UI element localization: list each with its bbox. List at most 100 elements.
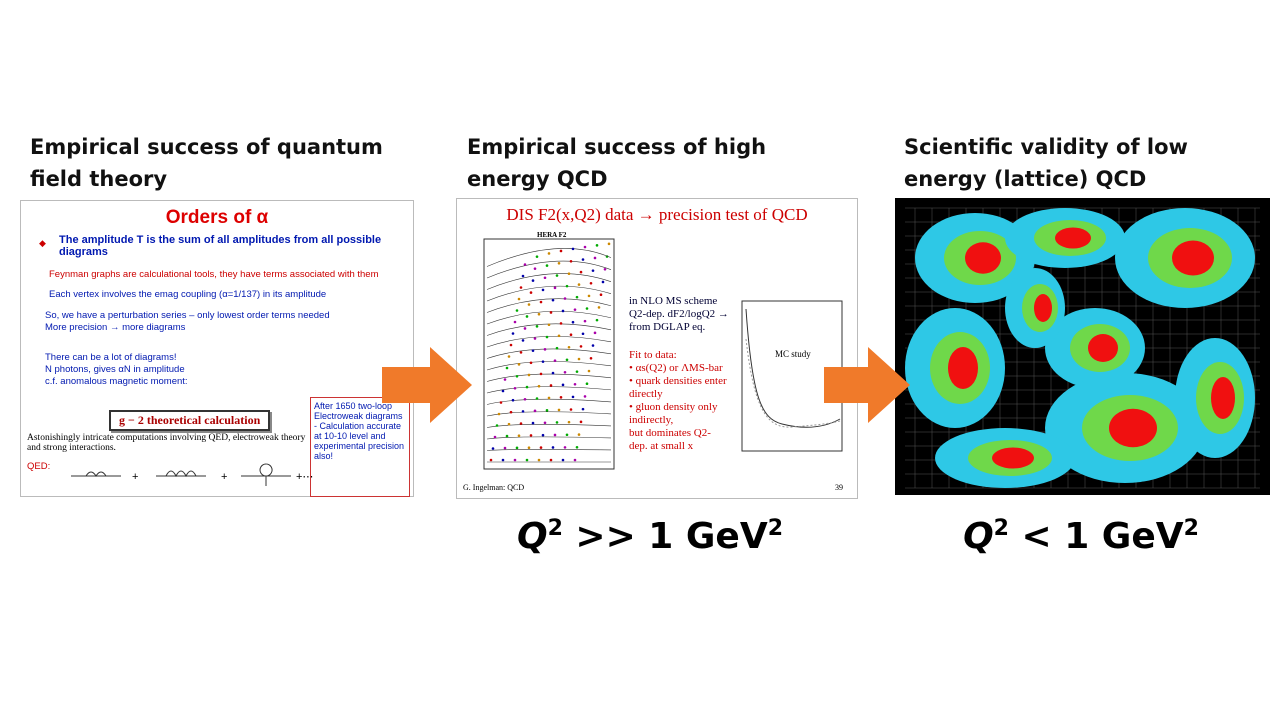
decoration xyxy=(549,311,553,314)
decoration xyxy=(486,398,612,405)
decoration xyxy=(537,384,541,388)
decoration xyxy=(486,424,612,428)
decoration xyxy=(523,397,527,401)
decoration xyxy=(517,363,521,366)
decoration xyxy=(513,458,517,462)
line: but dominates Q2-dep. at small x xyxy=(629,427,711,452)
title: Orders of α xyxy=(165,207,269,228)
decoration xyxy=(525,458,529,462)
decoration xyxy=(529,291,533,294)
arrow xyxy=(824,347,910,423)
bullet-icon: ◆ xyxy=(39,238,46,248)
decoration xyxy=(595,244,599,247)
decoration xyxy=(513,320,517,324)
decoration xyxy=(535,255,539,258)
decoration xyxy=(992,447,1034,469)
decoration xyxy=(533,409,537,413)
decoration xyxy=(541,360,545,363)
arrow xyxy=(382,347,472,423)
decoration xyxy=(507,355,511,358)
decoration xyxy=(551,298,555,302)
decoration xyxy=(571,320,575,324)
decoration xyxy=(601,280,605,284)
decoration xyxy=(553,286,557,290)
decoration xyxy=(563,371,567,374)
decoration xyxy=(486,260,612,279)
caption-part: >> 1 GeV xyxy=(562,516,768,557)
line: • αs(Q2) or ΛMS-bar xyxy=(629,362,723,374)
decoration xyxy=(573,382,577,386)
decoration xyxy=(509,410,513,414)
decoration xyxy=(503,378,507,381)
line: c.f. anomalous magnetic moment: xyxy=(45,376,188,387)
decoration xyxy=(579,345,583,348)
title: DIS F2(x,Q2) data → precision test of QC… xyxy=(506,205,808,224)
heading: Empirical success of quantum field theor… xyxy=(30,135,383,191)
decoration xyxy=(511,332,515,335)
decoration xyxy=(587,369,591,373)
decoration xyxy=(543,276,547,280)
fit: Fit to data: • αs(Q2) or ΛMS-bar • quark… xyxy=(629,349,729,453)
decoration xyxy=(1088,334,1118,362)
decoration xyxy=(559,322,563,325)
decoration xyxy=(486,411,612,417)
decoration xyxy=(489,458,493,462)
line: Q2-dep. dF2/logQ2 → xyxy=(629,308,729,320)
decoration xyxy=(553,359,557,362)
decoration xyxy=(499,401,503,404)
decoration xyxy=(543,421,547,425)
decoration xyxy=(535,397,539,400)
decoration xyxy=(581,258,585,261)
decoration xyxy=(589,356,593,360)
decoration xyxy=(529,434,533,437)
decoration xyxy=(583,245,587,249)
mc: MC study xyxy=(775,349,811,359)
decoration xyxy=(511,398,515,402)
decoration xyxy=(593,256,597,260)
decoration xyxy=(557,334,561,338)
decoration xyxy=(555,346,559,350)
decoration xyxy=(561,458,565,462)
decoration xyxy=(583,395,587,398)
decoration xyxy=(519,351,523,354)
line: Feynman graphs are calculational tools, … xyxy=(49,269,379,280)
decoration xyxy=(515,374,519,378)
plot xyxy=(483,238,615,470)
decoration xyxy=(486,386,612,394)
line: Fit to data: xyxy=(629,349,677,361)
decoration xyxy=(531,349,535,352)
decoration xyxy=(537,458,541,462)
decoration xyxy=(569,259,573,263)
decoration xyxy=(581,332,585,336)
decoration xyxy=(547,396,551,400)
decoration xyxy=(565,284,569,288)
decoration xyxy=(595,318,599,322)
decoration xyxy=(549,384,553,387)
decoration xyxy=(533,337,537,340)
caption-part: 2 xyxy=(767,516,784,541)
decoration xyxy=(567,272,571,276)
decoration xyxy=(535,325,539,328)
slide-image: DIS F2(x,Q2) data → precision test of QC… xyxy=(456,198,858,499)
caption-part: 2 xyxy=(1183,516,1199,541)
decoration xyxy=(501,458,505,462)
caption-part: 2 xyxy=(547,516,563,541)
line: in NLO MS scheme xyxy=(629,295,718,307)
decoration xyxy=(1055,227,1091,249)
decoration xyxy=(561,309,565,313)
decoration xyxy=(545,409,549,412)
decoration xyxy=(519,422,523,425)
decoration xyxy=(486,361,612,371)
decoration xyxy=(549,458,553,462)
svg-text:+⋯: +⋯ xyxy=(296,471,313,483)
decoration xyxy=(486,348,612,359)
decoration xyxy=(531,279,535,282)
caption-part: 2 xyxy=(993,516,1009,541)
decoration xyxy=(525,385,529,389)
lattice-image xyxy=(895,198,1270,495)
decoration xyxy=(587,294,591,298)
decoration xyxy=(547,252,551,255)
bullet: The amplitude T is the sum of all amplit… xyxy=(59,234,382,258)
decoration xyxy=(585,307,589,310)
